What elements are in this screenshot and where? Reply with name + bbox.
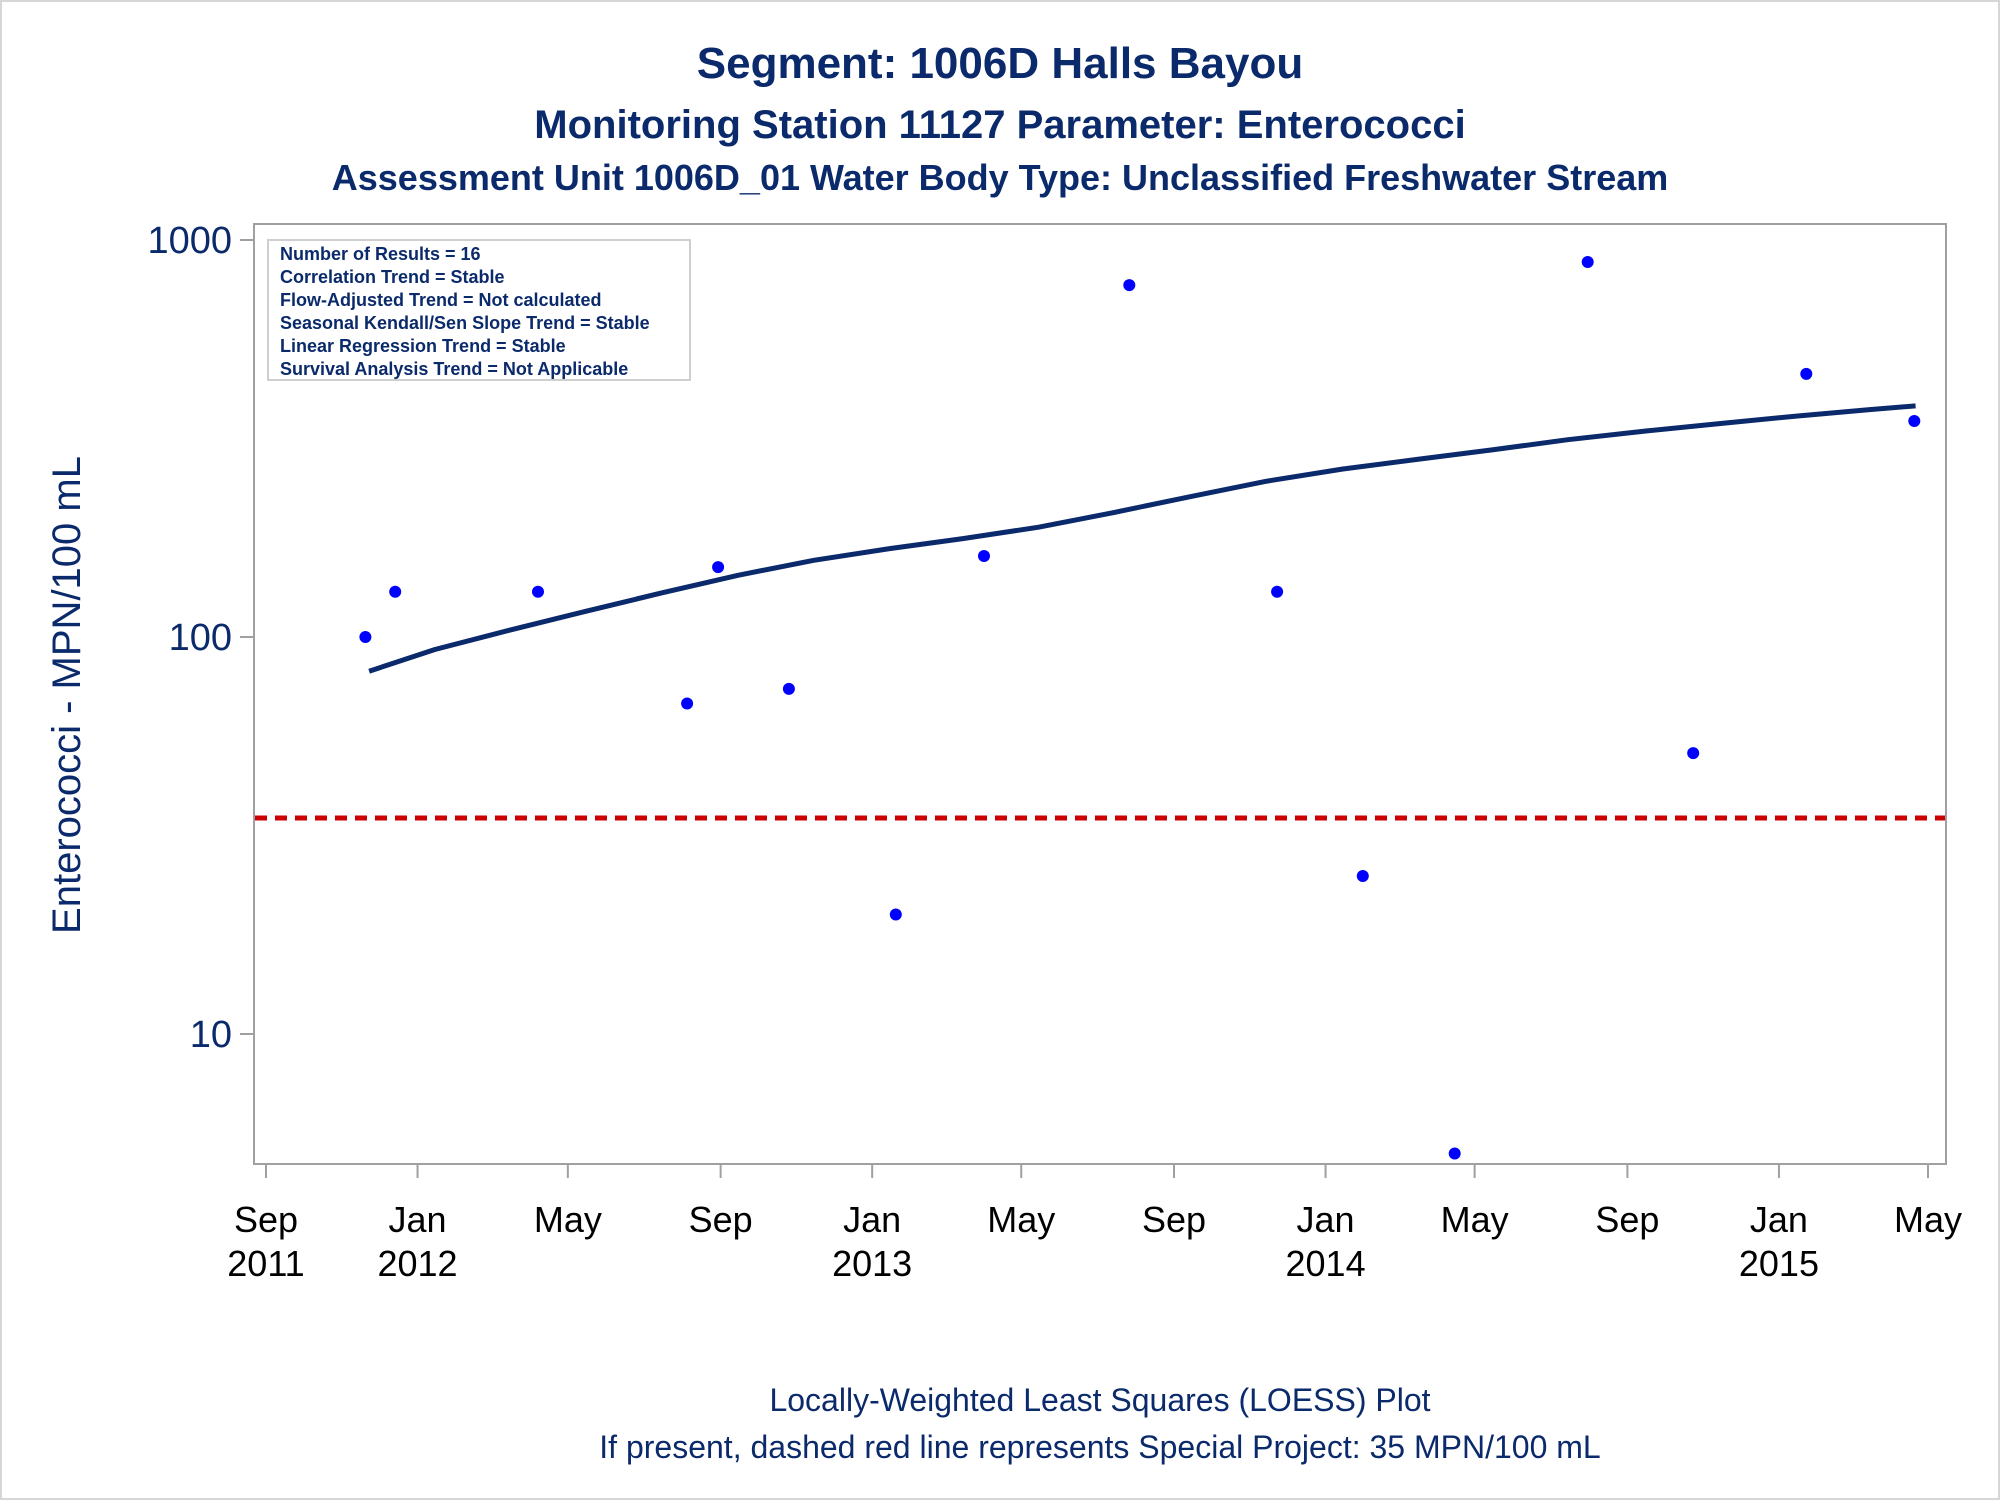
- x-tick-label: Sep: [1595, 1199, 1659, 1240]
- chart-title: Segment: 1006D Halls Bayou: [697, 39, 1303, 88]
- x-tick-year-label: 2012: [377, 1243, 457, 1284]
- x-tick-label: Sep: [689, 1199, 753, 1240]
- x-tick-label: Sep: [234, 1199, 298, 1240]
- data-points: [359, 256, 1921, 1160]
- stat-line: Number of Results = 16: [280, 244, 481, 264]
- y-axis: 10 100 1000: [147, 220, 254, 1056]
- data-point: [978, 550, 990, 562]
- loess-curve: [368, 403, 1916, 674]
- data-point: [359, 631, 372, 643]
- data-point: [712, 561, 725, 574]
- x-tick-year-label: 2014: [1286, 1243, 1366, 1284]
- footnote-1: Locally-Weighted Least Squares (LOESS) P…: [769, 1382, 1430, 1418]
- data-point: [1908, 415, 1921, 427]
- loess-curve-group: [368, 403, 1916, 674]
- data-point: [1271, 585, 1284, 598]
- y-tick-label: 1000: [147, 220, 232, 262]
- x-tick-label: Jan: [843, 1199, 901, 1240]
- chart-subtitle-2: Assessment Unit 1006D_01 Water Body Type…: [332, 157, 1669, 198]
- data-point: [681, 697, 694, 710]
- stat-line: Survival Analysis Trend = Not Applicable: [280, 359, 628, 379]
- data-point: [782, 682, 795, 695]
- data-point: [1800, 367, 1813, 380]
- stats-box-border: [267, 239, 691, 381]
- x-tick-year-label: 2013: [832, 1243, 912, 1284]
- data-point: [532, 585, 544, 598]
- y-tick-label: 100: [169, 617, 232, 659]
- x-tick-label: Jan: [389, 1199, 447, 1240]
- x-tick-label: May: [987, 1199, 1055, 1240]
- data-point: [1581, 256, 1594, 268]
- y-axis-label: Enterococci - MPN/100 mL: [45, 456, 89, 934]
- y-tick-label: 10: [190, 1014, 232, 1056]
- data-point: [889, 908, 902, 921]
- x-tick-label: Jan: [1297, 1199, 1355, 1240]
- stats-box: Number of Results = 16 Correlation Trend…: [267, 239, 691, 381]
- chart-subtitle: Monitoring Station 11127 Parameter: Ente…: [534, 103, 1465, 147]
- data-point: [1687, 747, 1700, 760]
- x-tick-label: Jan: [1750, 1199, 1808, 1240]
- data-point: [1123, 279, 1136, 292]
- footnote-2: If present, dashed red line represents S…: [599, 1429, 1600, 1465]
- x-tick-label: May: [1441, 1199, 1509, 1240]
- data-point: [1356, 870, 1369, 882]
- stat-line: Linear Regression Trend = Stable: [280, 336, 566, 356]
- stat-line: Seasonal Kendall/Sen Slope Trend = Stabl…: [280, 313, 650, 333]
- stat-line: Correlation Trend = Stable: [280, 267, 505, 287]
- x-tick-label: Sep: [1142, 1199, 1206, 1240]
- data-point: [389, 585, 402, 598]
- x-tick-year-label: 2015: [1739, 1243, 1819, 1284]
- x-tick-year-label: 2011: [227, 1243, 304, 1284]
- plot-area: [253, 223, 1947, 1165]
- data-point: [1448, 1147, 1461, 1160]
- stat-line: Flow-Adjusted Trend = Not calculated: [280, 290, 602, 310]
- x-tick-label: May: [534, 1199, 602, 1240]
- x-tick-label: May: [1894, 1199, 1962, 1240]
